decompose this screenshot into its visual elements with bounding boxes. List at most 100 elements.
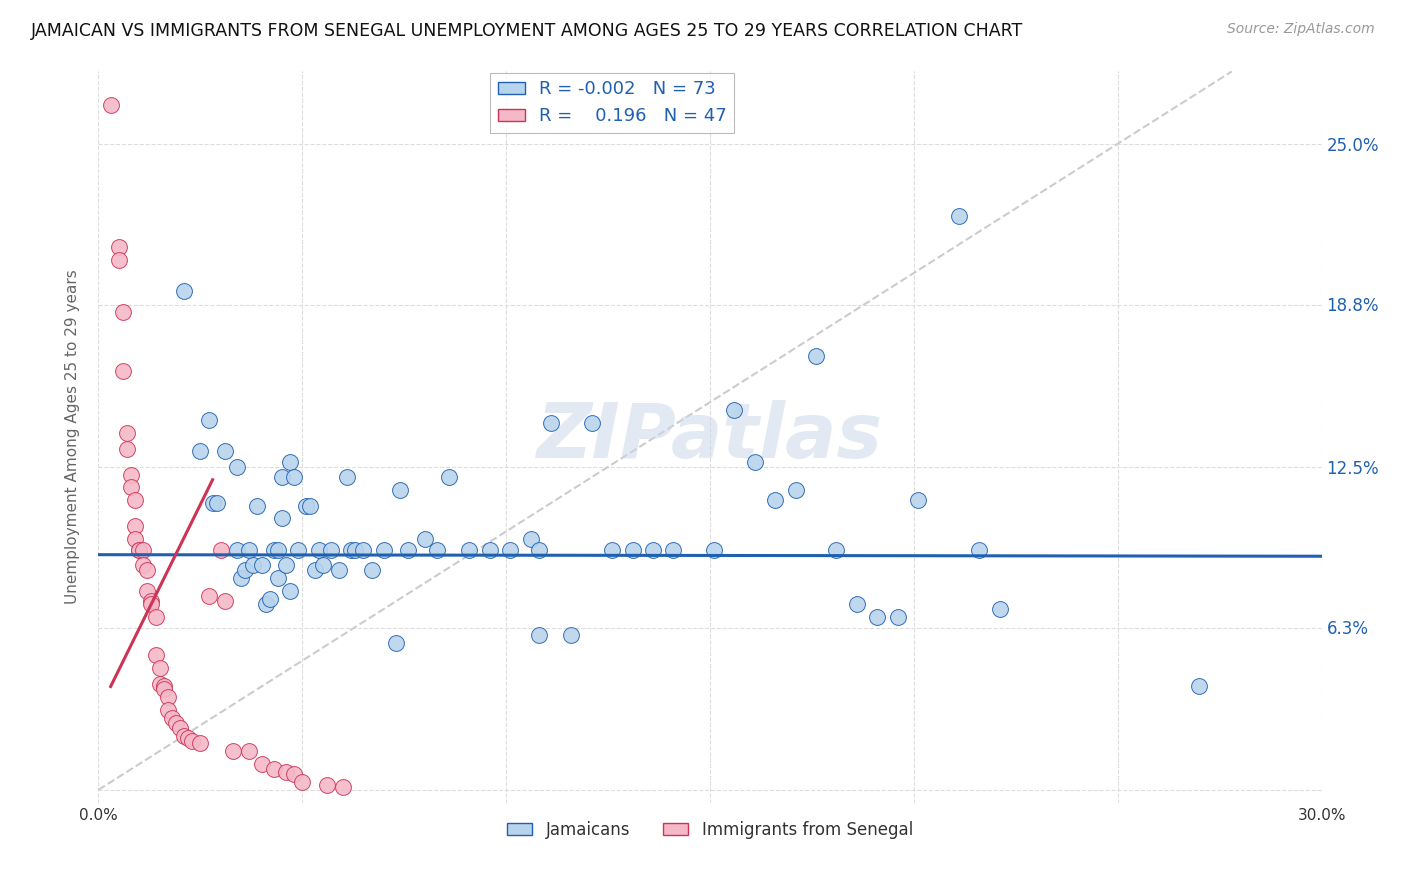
Point — [259, 591, 281, 606]
Point — [267, 571, 290, 585]
Point — [111, 304, 134, 318]
Point — [120, 481, 142, 495]
Point — [238, 542, 260, 557]
Point — [967, 542, 990, 557]
Point — [188, 736, 212, 750]
Point — [141, 594, 163, 608]
Point — [763, 493, 786, 508]
Point — [136, 583, 159, 598]
Point — [149, 661, 172, 675]
Point — [115, 426, 138, 441]
Point — [242, 558, 264, 572]
Point — [825, 542, 848, 557]
Point — [128, 542, 150, 557]
Point — [100, 98, 122, 112]
Point — [270, 511, 294, 525]
Point — [111, 364, 134, 378]
Point — [785, 483, 807, 497]
Point — [527, 542, 550, 557]
Point — [278, 455, 301, 469]
Point — [845, 597, 868, 611]
Point — [723, 403, 745, 417]
Point — [124, 493, 146, 508]
Point — [340, 542, 363, 557]
Point — [156, 690, 179, 704]
Point — [246, 499, 269, 513]
Text: ZIPatlas: ZIPatlas — [537, 401, 883, 474]
Point — [600, 542, 623, 557]
Point — [274, 558, 297, 572]
Point — [287, 542, 309, 557]
Point — [295, 499, 318, 513]
Point — [332, 780, 354, 795]
Point — [124, 519, 146, 533]
Y-axis label: Unemployment Among Ages 25 to 29 years: Unemployment Among Ages 25 to 29 years — [65, 269, 80, 605]
Point — [209, 542, 232, 557]
Point — [744, 455, 766, 469]
Point — [181, 733, 204, 747]
Point — [278, 583, 301, 598]
Point — [201, 496, 224, 510]
Point — [250, 757, 273, 772]
Point — [267, 542, 290, 557]
Point — [458, 542, 481, 557]
Point — [173, 284, 195, 298]
Point — [299, 499, 322, 513]
Point — [226, 542, 249, 557]
Point — [214, 444, 236, 458]
Point — [291, 775, 314, 789]
Point — [662, 542, 685, 557]
Point — [188, 444, 212, 458]
Point — [621, 542, 644, 557]
Point — [132, 558, 155, 572]
Point — [205, 496, 228, 510]
Point — [283, 767, 305, 781]
Point — [169, 721, 191, 735]
Point — [238, 744, 260, 758]
Point — [319, 542, 342, 557]
Point — [437, 470, 460, 484]
Point — [152, 680, 174, 694]
Point — [336, 470, 359, 484]
Point — [396, 542, 419, 557]
Point — [560, 628, 582, 642]
Point — [124, 532, 146, 546]
Point — [389, 483, 412, 497]
Point — [304, 563, 326, 577]
Point — [270, 470, 294, 484]
Point — [152, 682, 174, 697]
Point — [519, 532, 541, 546]
Point — [315, 778, 337, 792]
Point — [254, 597, 277, 611]
Point — [308, 542, 330, 557]
Point — [948, 209, 970, 223]
Text: JAMAICAN VS IMMIGRANTS FROM SENEGAL UNEMPLOYMENT AMONG AGES 25 TO 29 YEARS CORRE: JAMAICAN VS IMMIGRANTS FROM SENEGAL UNEM… — [31, 22, 1024, 40]
Point — [156, 703, 179, 717]
Point — [222, 744, 245, 758]
Point — [165, 715, 187, 730]
Point — [108, 253, 131, 268]
Point — [312, 558, 335, 572]
Point — [703, 542, 725, 557]
Point — [141, 597, 163, 611]
Point — [1188, 680, 1211, 694]
Point — [197, 413, 219, 427]
Point — [173, 729, 195, 743]
Point — [540, 416, 562, 430]
Point — [274, 764, 297, 779]
Point — [115, 442, 138, 456]
Point — [426, 542, 449, 557]
Point — [988, 602, 1011, 616]
Point — [226, 459, 249, 474]
Point — [478, 542, 501, 557]
Point — [352, 542, 374, 557]
Point — [132, 542, 155, 557]
Point — [145, 609, 167, 624]
Point — [214, 594, 236, 608]
Point — [413, 532, 436, 546]
Point — [385, 635, 408, 649]
Point — [907, 493, 929, 508]
Point — [804, 349, 827, 363]
Point — [197, 589, 219, 603]
Point — [866, 609, 889, 624]
